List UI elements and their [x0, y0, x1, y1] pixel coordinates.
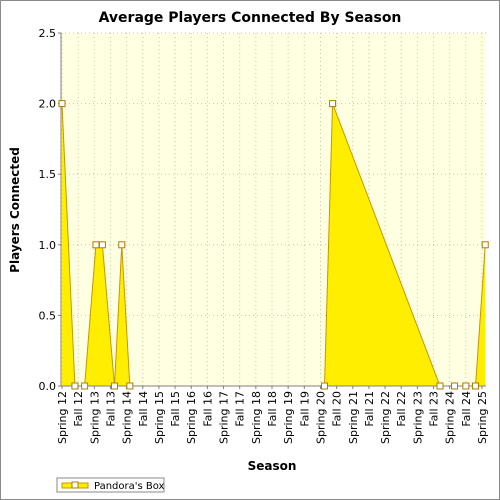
x-tick-label: Spring 12 — [56, 391, 69, 444]
data-point — [321, 382, 328, 390]
y-tick-label: 2.0 — [39, 98, 57, 111]
x-tick-label: Fall 13 — [104, 391, 117, 427]
x-tick-label: Fall 17 — [234, 391, 247, 427]
x-tick-label: Spring 23 — [411, 391, 424, 444]
legend-label: Pandora's Box — [94, 481, 165, 492]
data-point — [481, 241, 489, 249]
y-tick-label: 1.0 — [39, 239, 57, 252]
x-tick-label: Spring 14 — [121, 391, 134, 444]
y-tick-label: 0.0 — [39, 380, 57, 393]
x-tick-label: Fall 15 — [169, 391, 182, 427]
x-tick-label: Fall 18 — [266, 391, 279, 427]
y-tick-label: 0.5 — [39, 309, 57, 322]
data-point — [451, 382, 459, 390]
x-tick-label: Fall 24 — [460, 391, 473, 427]
data-point — [111, 382, 118, 390]
data-point — [329, 100, 337, 108]
x-tick-label: Spring 13 — [88, 391, 101, 444]
x-tick-label: Spring 19 — [282, 391, 295, 444]
data-point — [472, 382, 480, 390]
data-point — [81, 382, 89, 390]
x-tick-label: Fall 20 — [331, 391, 344, 427]
data-point — [71, 382, 79, 390]
grid-lines — [61, 32, 486, 387]
x-tick-label: Spring 17 — [218, 391, 231, 444]
x-tick-label: Fall 21 — [363, 391, 376, 427]
legend: Pandora's Box — [56, 477, 165, 493]
x-tick-label: Spring 20 — [314, 391, 327, 444]
x-tick-label: Fall 12 — [72, 391, 85, 427]
legend-marker — [71, 481, 79, 489]
x-tick-labels: Spring 12 Fall 12 Spring 13 Fall 13 Spring 1… — [56, 386, 489, 444]
x-tick-label: Spring 16 — [185, 391, 198, 444]
chart-title: Average Players Connected By Season — [99, 10, 402, 26]
y-tick-label: 2.5 — [39, 27, 57, 40]
x-tick-label: Fall 19 — [298, 391, 311, 427]
x-tick-label: Spring 15 — [153, 391, 166, 444]
x-tick-label: Spring 22 — [379, 391, 392, 444]
series-markers — [58, 100, 489, 390]
x-tick-label: Fall 14 — [137, 391, 150, 427]
y-tick-labels: 0.0 0.5 1.0 1.5 2.0 2.5 — [39, 27, 61, 393]
x-tick-label: Spring 25 — [476, 391, 489, 444]
data-point — [58, 100, 66, 108]
x-tick-label: Fall 16 — [201, 391, 214, 427]
data-point — [92, 241, 100, 249]
data-point — [462, 382, 470, 390]
y-tick-label: 1.5 — [39, 168, 57, 181]
data-point — [126, 382, 134, 390]
x-tick-label: Spring 21 — [347, 391, 360, 444]
x-tick-label: Spring 24 — [444, 391, 457, 444]
x-tick-label: Fall 23 — [428, 391, 441, 427]
data-point — [98, 241, 106, 249]
x-tick-label: Spring 18 — [250, 391, 263, 444]
data-point — [118, 241, 126, 249]
x-axis-title: Season — [248, 459, 297, 473]
y-axis-title: Players Connected — [8, 147, 22, 273]
series-area-fill — [62, 103, 486, 386]
x-tick-label: Fall 22 — [395, 391, 408, 427]
data-point — [436, 382, 444, 390]
